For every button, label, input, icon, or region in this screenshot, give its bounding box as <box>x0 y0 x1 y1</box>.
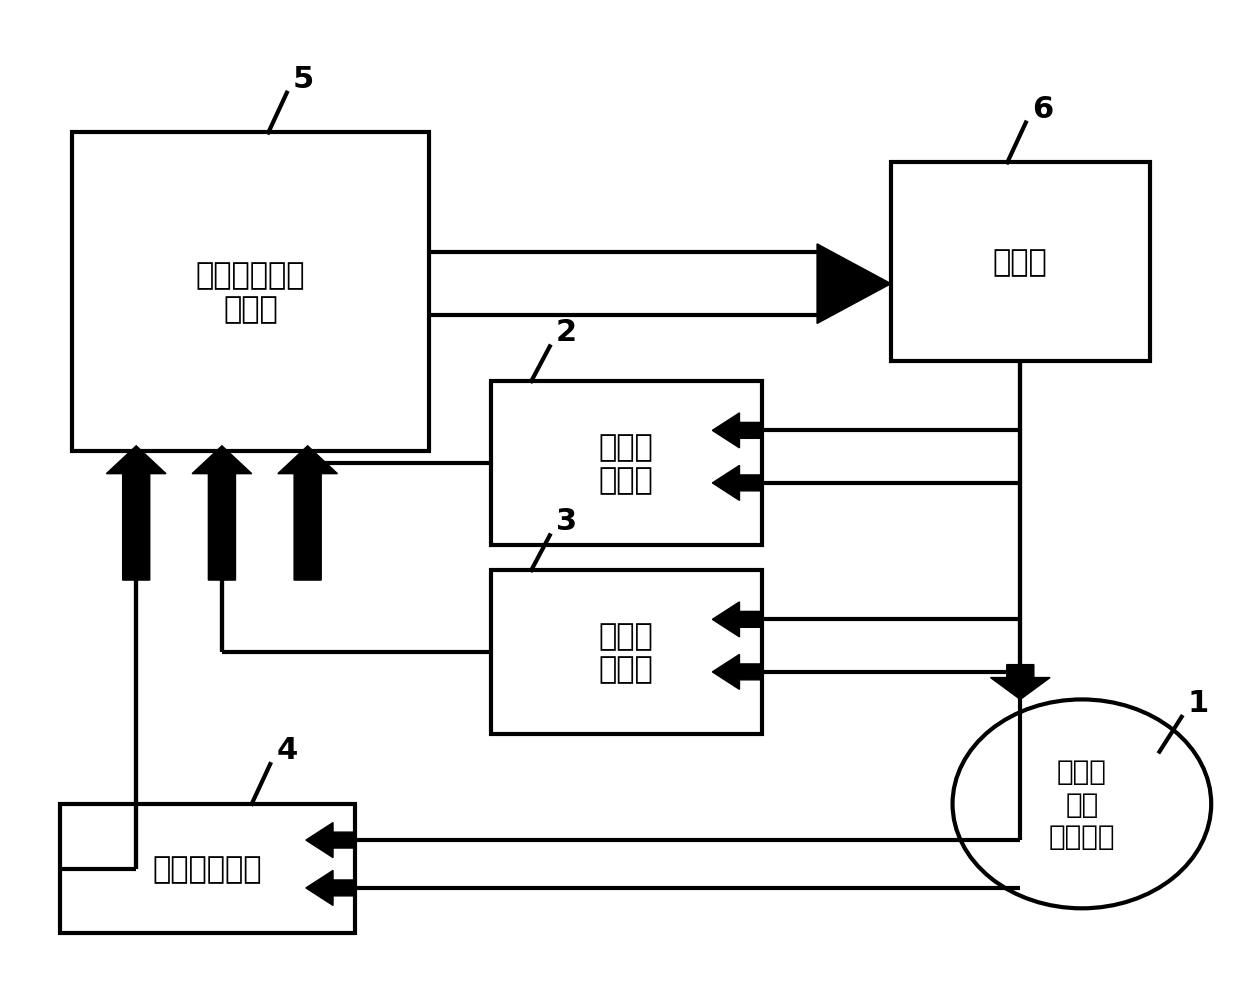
FancyArrow shape <box>306 871 355 906</box>
Polygon shape <box>817 244 892 324</box>
Text: 2: 2 <box>556 318 577 347</box>
Text: 电流检
测模块: 电流检 测模块 <box>599 433 653 495</box>
Bar <box>892 163 1149 362</box>
FancyArrow shape <box>712 654 761 689</box>
Bar <box>491 570 761 734</box>
Text: 内嵌式
永磁
同步电机: 内嵌式 永磁 同步电机 <box>1049 758 1115 851</box>
Text: 4: 4 <box>277 735 298 765</box>
FancyArrow shape <box>712 602 761 637</box>
Text: 5: 5 <box>293 64 314 93</box>
Text: 1: 1 <box>1188 688 1209 717</box>
FancyArrow shape <box>306 823 355 858</box>
Text: 直轴电流恒定
控制器: 直轴电流恒定 控制器 <box>196 262 305 324</box>
Text: 速度检测模块: 速度检测模块 <box>153 854 262 883</box>
FancyArrow shape <box>107 446 166 580</box>
Bar <box>60 804 355 933</box>
Bar <box>72 133 429 451</box>
Text: 逆变器: 逆变器 <box>993 248 1048 277</box>
Bar <box>491 382 761 546</box>
FancyArrow shape <box>278 446 337 580</box>
FancyArrow shape <box>991 665 1050 699</box>
FancyArrow shape <box>712 466 761 501</box>
Circle shape <box>952 699 1211 909</box>
FancyArrow shape <box>192 446 252 580</box>
FancyArrow shape <box>712 414 761 449</box>
Text: 3: 3 <box>556 507 577 536</box>
Text: 6: 6 <box>1032 94 1053 123</box>
Text: 电压检
测模块: 电压检 测模块 <box>599 621 653 683</box>
